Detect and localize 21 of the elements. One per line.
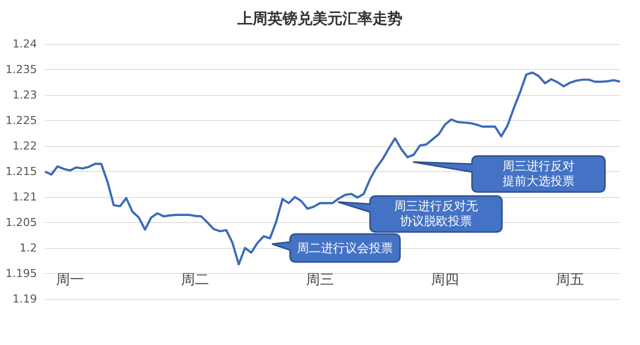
y-tick-label: 1.215 [6, 165, 37, 178]
x-tick-label: 周四 [431, 272, 459, 288]
y-tick-label: 1.21 [12, 190, 37, 204]
annotation: 周三进行反对提前大选投票 [502, 159, 576, 189]
x-tick-label: 周二 [181, 272, 209, 288]
y-tick-label: 1.2 [20, 242, 37, 254]
y-tick-label: 1.19 [12, 292, 37, 306]
y-tick-label: 1.23 [12, 88, 37, 102]
y-tick-label: 1.205 [6, 216, 37, 229]
annotation: 周二进行议会投票 [297, 240, 393, 256]
y-tick-label: 1.22 [12, 140, 37, 152]
y-tick-label: 1.235 [6, 63, 37, 76]
x-tick-label: 周一 [56, 272, 84, 288]
y-tick-label: 1.24 [12, 38, 37, 50]
line-series [44, 71, 622, 266]
x-tick-label: 周五 [556, 272, 584, 288]
annotation: 周三进行反对无协议脱欧投票 [393, 199, 479, 229]
y-tick-label: 1.195 [6, 267, 37, 280]
y-tick-label: 1.225 [6, 114, 37, 127]
chart-title: 上周英镑兑美元汇率走势 [236, 10, 402, 28]
x-tick-label: 周三 [306, 272, 334, 288]
